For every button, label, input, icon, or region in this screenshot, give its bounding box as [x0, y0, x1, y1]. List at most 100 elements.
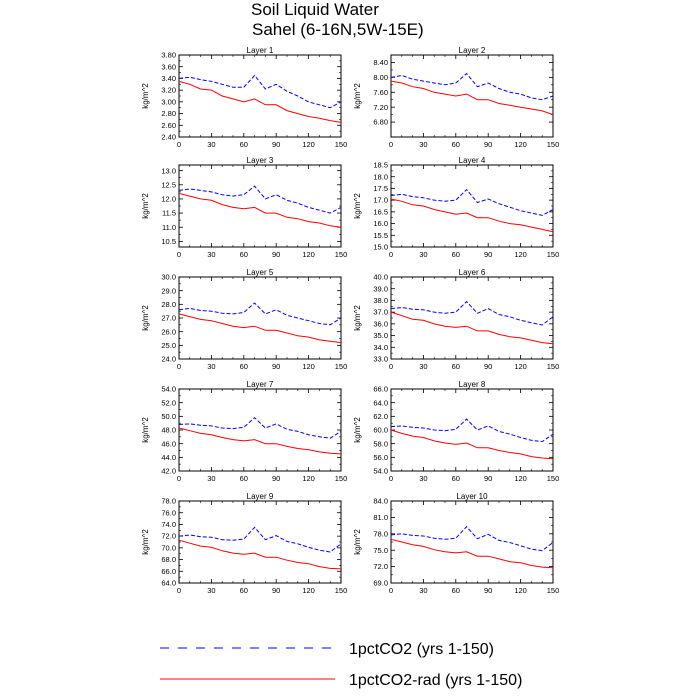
y-tick-label: 72.0 [161, 532, 176, 541]
legend: 1pctCO2 (yrs 1-150) 1pctCO2-rad (yrs 1-15… [160, 641, 522, 689]
x-tick-label: 0 [177, 362, 181, 371]
y-tick-label: 36.0 [373, 319, 388, 328]
x-tick-label: 90 [484, 474, 492, 483]
panel-layer-10: Layer 10 kg/m^2 0 30 60 90 120 150 69.0 72.0 75.0 7… [353, 492, 559, 595]
x-tick-label: 60 [240, 250, 248, 259]
figure-title: Soil Liquid Water Sahel (6-16N,5W-15E) [251, 0, 424, 40]
series-line-1pctco2-rad [178, 80, 342, 123]
x-tick-label: 120 [514, 362, 527, 371]
y-tick-label: 2.80 [161, 109, 176, 118]
y-tick-label: 76.0 [161, 508, 176, 517]
y-tick-label: 15.0 [373, 243, 388, 252]
x-tick-label: 90 [272, 586, 280, 595]
y-tick-label: 54.0 [373, 467, 388, 476]
y-tick-label: 74.0 [161, 520, 176, 529]
x-tick-label: 150 [547, 250, 560, 259]
y-tick-label: 3.60 [161, 62, 176, 71]
x-tick-label: 0 [389, 362, 393, 371]
x-tick-label: 150 [547, 474, 560, 483]
x-tick-label: 30 [207, 474, 215, 483]
x-tick-label: 120 [302, 250, 315, 259]
y-tick-label: 29.0 [161, 286, 176, 295]
plot-frame [390, 54, 554, 138]
series-line-1pctco2-rad [390, 311, 554, 345]
panel-layer-3: Layer 3 kg/m^2 0 30 60 90 120 150 10.5 11.0 11.5 12… [141, 156, 347, 259]
y-tick-label: 24.0 [161, 355, 176, 364]
panel-title: Layer 8 [459, 380, 486, 389]
y-tick-label: 72.0 [373, 562, 388, 571]
x-tick-label: 30 [419, 250, 427, 259]
plot-frame [390, 164, 554, 248]
plot-frame [178, 164, 342, 248]
x-tick-label: 150 [335, 140, 348, 149]
y-tick-label: 25.0 [161, 341, 176, 350]
y-tick-label: 70.0 [161, 543, 176, 552]
x-tick-label: 0 [177, 140, 181, 149]
panel-title: Layer 1 [247, 46, 274, 55]
x-tick-label: 60 [452, 474, 460, 483]
x-tick-label: 60 [240, 586, 248, 595]
y-tick-label: 54.0 [161, 385, 176, 394]
y-tick-label: 78.0 [373, 529, 388, 538]
y-tick-label: 26.0 [161, 327, 176, 336]
y-axis-label: kg/m^2 [353, 193, 362, 219]
x-tick-label: 120 [514, 474, 527, 483]
x-tick-label: 90 [272, 140, 280, 149]
panel-title: Layer 10 [456, 492, 488, 501]
y-tick-label: 56.0 [373, 453, 388, 462]
y-axis-label: kg/m^2 [353, 83, 362, 109]
y-tick-label: 46.0 [161, 439, 176, 448]
series-line-1pctco2 [390, 72, 554, 101]
panel-layer-8: Layer 8 kg/m^2 0 30 60 90 120 150 54.0 56.0 58.0 60… [353, 380, 559, 483]
y-tick-label: 3.80 [161, 51, 176, 60]
series-line-1pctco2-rad [390, 80, 554, 116]
y-tick-label: 64.0 [373, 398, 388, 407]
y-axis-label: kg/m^2 [353, 529, 362, 555]
plot-frame [390, 388, 554, 472]
x-tick-label: 60 [240, 474, 248, 483]
x-tick-label: 30 [207, 586, 215, 595]
panel-layer-2: Layer 2 kg/m^2 0 30 60 90 120 150 6.80 7.20 7.60 8.… [353, 46, 559, 149]
x-tick-label: 150 [547, 362, 560, 371]
x-tick-label: 90 [272, 250, 280, 259]
y-tick-label: 16.0 [373, 219, 388, 228]
y-tick-label: 8.00 [373, 73, 388, 82]
y-tick-label: 18.0 [373, 172, 388, 181]
series-line-1pctco2-rad [390, 429, 554, 460]
panel-title: Layer 5 [247, 268, 274, 277]
series-line-1pctco2-rad [178, 427, 342, 455]
y-tick-label: 30.0 [161, 273, 176, 282]
y-tick-label: 40.0 [373, 273, 388, 282]
y-tick-label: 16.5 [373, 207, 388, 216]
x-tick-label: 150 [335, 474, 348, 483]
y-tick-label: 66.0 [373, 385, 388, 394]
x-tick-label: 120 [514, 586, 527, 595]
x-tick-label: 150 [547, 586, 560, 595]
panel-title: Layer 6 [459, 268, 486, 277]
x-tick-label: 90 [484, 362, 492, 371]
y-tick-label: 78.0 [161, 497, 176, 506]
x-tick-label: 150 [547, 140, 560, 149]
y-tick-label: 52.0 [161, 398, 176, 407]
panel-title: Layer 7 [247, 380, 274, 389]
plot-frame [178, 388, 342, 472]
panel-title: Layer 2 [459, 46, 486, 55]
panel-layer-4: Layer 4 kg/m^2 0 30 60 90 120 150 15.0 15.5 16.0 16… [353, 156, 559, 259]
plot-frame [178, 54, 342, 138]
y-tick-label: 69.0 [373, 579, 388, 588]
x-tick-label: 0 [177, 474, 181, 483]
series-line-1pctco2 [178, 74, 342, 109]
y-tick-label: 50.0 [161, 412, 176, 421]
x-tick-label: 120 [514, 140, 527, 149]
y-tick-label: 28.0 [161, 300, 176, 309]
x-tick-label: 0 [389, 586, 393, 595]
x-tick-label: 120 [302, 140, 315, 149]
series-line-1pctco2 [390, 418, 554, 443]
y-tick-label: 2.60 [161, 121, 176, 130]
y-tick-label: 48.0 [161, 426, 176, 435]
x-tick-label: 30 [419, 474, 427, 483]
x-tick-label: 60 [452, 140, 460, 149]
y-tick-label: 68.0 [161, 555, 176, 564]
panel-title: Layer 9 [247, 492, 274, 501]
x-tick-label: 90 [484, 140, 492, 149]
